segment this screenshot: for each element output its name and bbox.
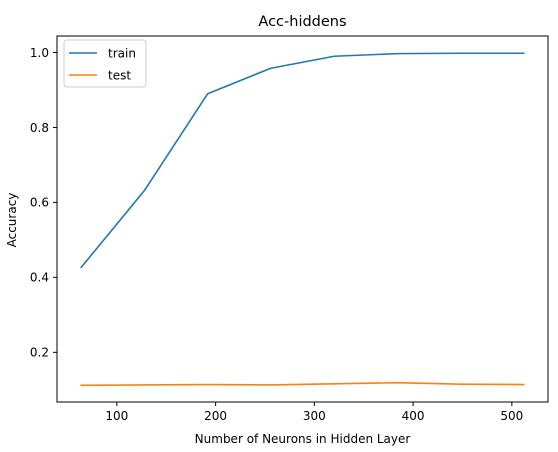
y-tick-label: 1.0 (30, 46, 49, 60)
legend: train test (63, 39, 147, 88)
chart-title: Acc-hiddens (258, 14, 346, 30)
legend-label-test: test (108, 69, 131, 83)
x-axis: 100 200 300 400 500 (105, 402, 523, 423)
x-tick-label: 100 (105, 409, 128, 423)
x-axis-label: Number of Neurons in Hidden Layer (195, 432, 411, 446)
legend-label-train: train (108, 47, 136, 61)
x-tick-label: 500 (500, 409, 523, 423)
series-line-test (80, 381, 525, 387)
plot-frame (56, 35, 549, 403)
x-tick-label: 200 (204, 409, 227, 423)
y-axis: 0.2 0.4 0.6 0.8 1.0 (30, 46, 57, 360)
y-axis-label: Accuracy (5, 193, 19, 248)
y-tick-label: 0.6 (30, 196, 49, 210)
x-tick-label: 400 (402, 409, 425, 423)
x-tick-label: 300 (303, 409, 326, 423)
y-tick-label: 0.8 (30, 121, 49, 135)
series-line-train (80, 52, 525, 269)
y-tick-label: 0.4 (30, 271, 49, 285)
series-layer (80, 52, 525, 387)
y-tick-label: 0.2 (30, 346, 49, 360)
